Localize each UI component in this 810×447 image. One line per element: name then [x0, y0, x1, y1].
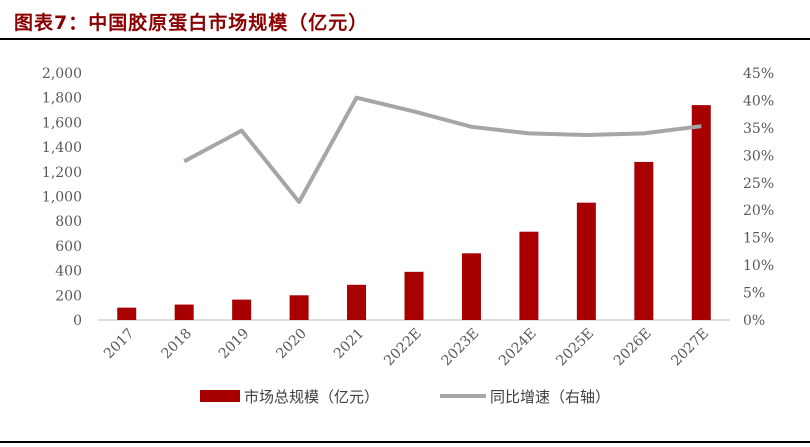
right-tick-label: 25% [743, 176, 774, 192]
right-tick-label: 10% [743, 258, 774, 274]
left-tick-label: 1,000 [42, 190, 82, 206]
bar [347, 284, 367, 320]
x-tick-label: 2018 [158, 326, 195, 363]
bar [576, 202, 596, 320]
legend-line-label: 同比增速（右轴） [490, 388, 610, 406]
bar [691, 105, 711, 320]
left-tick-label: 800 [55, 214, 82, 230]
left-tick-label: 1,400 [42, 140, 82, 156]
left-tick-label: 1,600 [42, 115, 82, 131]
right-tick-label: 40% [743, 93, 774, 109]
right-tick-label: 5% [743, 286, 765, 302]
left-tick-label: 0 [73, 313, 82, 329]
x-tick-label: 2021 [331, 326, 368, 363]
left-tick-label: 1,200 [42, 165, 82, 181]
x-tick-label: 2027E [668, 326, 712, 370]
bar [461, 253, 481, 320]
x-tick-label: 2026E [611, 326, 655, 370]
chart-area: 0 200 400 600 800 1,000 1,200 1,400 1,600 1,800 2,… [42, 66, 774, 406]
legend-bar-swatch [200, 390, 240, 402]
bar [232, 299, 252, 320]
bar [289, 295, 309, 320]
left-tick-label: 200 [55, 288, 82, 304]
bar [404, 271, 424, 320]
legend-bar-label: 市场总规模（亿元） [244, 388, 379, 406]
right-tick-label: 0% [743, 313, 765, 329]
x-tick-label: 2020 [273, 326, 310, 363]
x-tick-label: 2019 [216, 326, 253, 363]
x-axis-ticks: 2017 2018 2019 2020 2021 2022E 2023E 2024E 2025E… [101, 326, 712, 370]
x-tick-label: 2022E [381, 326, 425, 370]
bar [117, 307, 137, 320]
right-tick-label: 20% [743, 203, 774, 219]
x-tick-label: 2024E [496, 326, 540, 370]
bottom-rule [0, 441, 810, 443]
bar [634, 161, 654, 320]
right-tick-label: 15% [743, 231, 774, 247]
x-tick-label: 2025E [553, 326, 597, 370]
legend: 市场总规模（亿元） 同比增速（右轴） [200, 388, 610, 406]
title-bar: 图表7：中国胶原蛋白市场规模（亿元） [0, 0, 810, 40]
left-tick-label: 400 [55, 264, 82, 280]
right-tick-label: 45% [743, 66, 774, 82]
bar [174, 304, 194, 320]
chart-title: 图表7：中国胶原蛋白市场规模（亿元） [14, 12, 369, 34]
growth-line [183, 95, 702, 204]
bar-series [117, 105, 711, 320]
bar [519, 231, 539, 320]
right-tick-label: 35% [743, 121, 774, 137]
left-axis-ticks: 0 200 400 600 800 1,000 1,200 1,400 1,600 1,800 2,… [42, 66, 82, 329]
x-tick-label: 2017 [101, 326, 138, 363]
left-tick-label: 1,800 [42, 91, 82, 107]
left-tick-label: 2,000 [42, 66, 82, 82]
right-axis-ticks: 0% 5% 10% 15% 20% 25% 30% 35% 40% 45% [743, 66, 774, 329]
right-tick-label: 30% [743, 148, 774, 164]
left-tick-label: 600 [55, 239, 82, 255]
x-tick-label: 2023E [439, 326, 483, 370]
